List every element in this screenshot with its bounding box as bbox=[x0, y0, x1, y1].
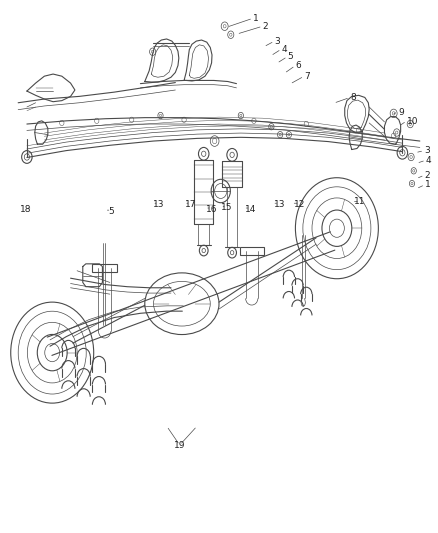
Text: 18: 18 bbox=[20, 205, 32, 214]
Text: 14: 14 bbox=[245, 205, 256, 214]
Text: 4: 4 bbox=[282, 45, 287, 54]
Text: 10: 10 bbox=[407, 117, 418, 126]
Text: 1: 1 bbox=[425, 180, 431, 189]
Text: 7: 7 bbox=[304, 71, 310, 80]
Text: 2: 2 bbox=[425, 171, 430, 180]
Text: 5: 5 bbox=[109, 207, 114, 216]
Text: 5: 5 bbox=[288, 52, 293, 61]
Text: 6: 6 bbox=[295, 61, 301, 70]
Text: 2: 2 bbox=[263, 22, 268, 31]
Text: 16: 16 bbox=[206, 205, 217, 214]
Text: 4: 4 bbox=[426, 156, 431, 165]
Text: 13: 13 bbox=[273, 200, 285, 209]
Text: 15: 15 bbox=[221, 203, 233, 212]
Text: 1: 1 bbox=[253, 14, 259, 23]
Text: 3: 3 bbox=[424, 146, 430, 155]
Text: 19: 19 bbox=[174, 441, 185, 450]
Text: 12: 12 bbox=[294, 200, 305, 209]
Text: 8: 8 bbox=[350, 93, 356, 102]
Text: 17: 17 bbox=[185, 200, 196, 209]
Ellipse shape bbox=[145, 273, 219, 335]
Text: 13: 13 bbox=[153, 200, 165, 209]
Text: 3: 3 bbox=[275, 37, 280, 46]
Text: 9: 9 bbox=[398, 108, 404, 117]
Text: 11: 11 bbox=[354, 197, 366, 206]
